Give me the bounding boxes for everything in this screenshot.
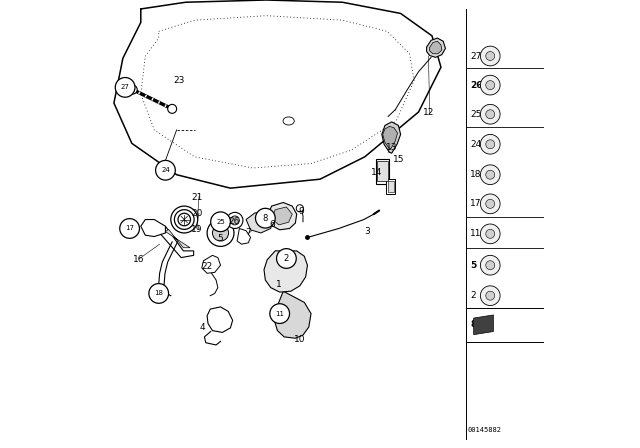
Text: 27: 27 (470, 52, 481, 60)
Circle shape (171, 206, 198, 233)
Text: 17: 17 (125, 225, 134, 232)
Circle shape (120, 219, 140, 238)
Text: 23: 23 (173, 76, 184, 85)
Circle shape (486, 140, 495, 149)
Polygon shape (267, 202, 297, 230)
Text: 00145882: 00145882 (468, 427, 502, 433)
Text: 7: 7 (246, 228, 251, 237)
Circle shape (481, 255, 500, 275)
Circle shape (115, 78, 135, 97)
Text: 2: 2 (470, 291, 476, 300)
Polygon shape (427, 38, 445, 57)
Text: 22: 22 (202, 262, 212, 271)
Text: 25: 25 (216, 219, 225, 225)
Polygon shape (429, 41, 442, 54)
Text: 18: 18 (470, 170, 481, 179)
Circle shape (481, 46, 500, 66)
Circle shape (481, 165, 500, 185)
Circle shape (486, 291, 495, 300)
Polygon shape (202, 255, 221, 273)
Text: 6: 6 (269, 220, 275, 228)
Circle shape (481, 104, 500, 124)
Text: 21: 21 (191, 193, 202, 202)
Polygon shape (474, 315, 493, 335)
Circle shape (178, 213, 191, 226)
Circle shape (128, 85, 137, 94)
Polygon shape (383, 126, 397, 149)
Text: 9: 9 (298, 207, 304, 216)
Circle shape (486, 110, 495, 119)
Polygon shape (165, 229, 190, 248)
Text: 5: 5 (218, 234, 223, 243)
Text: 16: 16 (133, 255, 145, 264)
Bar (387, 179, 396, 194)
Text: 5: 5 (470, 261, 476, 270)
Circle shape (156, 160, 175, 180)
Circle shape (486, 81, 495, 90)
Text: 17: 17 (470, 199, 481, 208)
Text: 4: 4 (200, 323, 205, 332)
Polygon shape (275, 291, 311, 338)
Polygon shape (382, 122, 401, 153)
Circle shape (481, 224, 500, 244)
Circle shape (296, 205, 303, 212)
Text: 8: 8 (470, 320, 476, 329)
Circle shape (486, 229, 495, 238)
Circle shape (227, 212, 243, 228)
Bar (388, 181, 394, 192)
Text: 24: 24 (161, 167, 170, 173)
Polygon shape (237, 228, 251, 244)
Circle shape (211, 212, 230, 232)
Text: 12: 12 (423, 108, 434, 117)
Text: 10: 10 (294, 335, 305, 344)
Text: 24: 24 (470, 140, 481, 149)
Circle shape (270, 304, 289, 323)
Text: 18: 18 (154, 290, 163, 297)
Circle shape (481, 194, 500, 214)
Text: 26: 26 (470, 81, 483, 90)
Circle shape (481, 134, 500, 154)
Text: 15: 15 (393, 155, 404, 164)
Text: 11: 11 (275, 310, 284, 317)
Circle shape (255, 208, 275, 228)
Polygon shape (246, 213, 273, 233)
Text: 2: 2 (284, 254, 289, 263)
Text: 3: 3 (364, 227, 370, 236)
Circle shape (276, 249, 296, 268)
Text: 8: 8 (262, 214, 268, 223)
Circle shape (486, 170, 495, 179)
Polygon shape (159, 226, 194, 258)
Text: 11: 11 (470, 229, 481, 238)
Text: 14: 14 (371, 168, 383, 177)
Circle shape (486, 261, 495, 270)
Circle shape (149, 284, 168, 303)
Circle shape (486, 199, 495, 208)
Circle shape (230, 216, 239, 225)
Circle shape (486, 52, 495, 60)
Text: 19: 19 (191, 225, 202, 234)
Text: 26: 26 (228, 217, 239, 226)
Bar (378, 161, 388, 181)
Circle shape (207, 220, 234, 246)
Polygon shape (207, 307, 233, 332)
Text: 1: 1 (276, 280, 282, 289)
Circle shape (481, 75, 500, 95)
Circle shape (212, 225, 228, 241)
Text: 25: 25 (470, 110, 481, 119)
Text: 20: 20 (191, 209, 202, 218)
Text: 13: 13 (387, 143, 398, 152)
Text: 27: 27 (121, 84, 129, 90)
Circle shape (481, 286, 500, 306)
Circle shape (168, 104, 177, 113)
Polygon shape (271, 207, 292, 225)
Polygon shape (141, 220, 165, 237)
Polygon shape (264, 251, 307, 292)
Bar (376, 159, 389, 184)
Circle shape (175, 210, 194, 229)
